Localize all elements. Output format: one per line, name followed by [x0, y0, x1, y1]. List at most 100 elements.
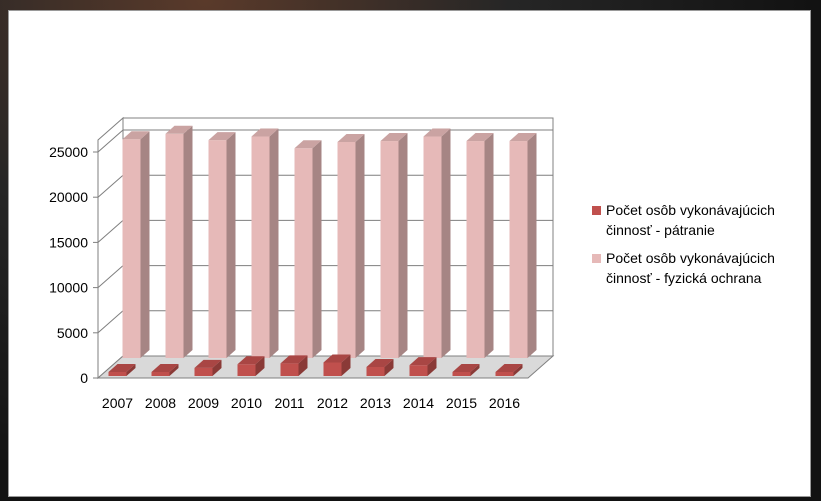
bar-front: [509, 141, 528, 358]
bar-fyzicka-ochrana-2012: [337, 133, 365, 358]
y-tick-label: 10000: [49, 280, 88, 296]
bar-top: [337, 133, 365, 142]
bar-front: [323, 362, 342, 376]
legend-swatch: [592, 254, 601, 263]
bar-front: [409, 365, 428, 376]
bar-top: [237, 356, 265, 365]
gridline: [97, 129, 553, 153]
bar-fyzicka-ochrana-2013: [380, 133, 408, 358]
bar-side: [255, 356, 265, 376]
bar-front: [423, 136, 442, 358]
bar-patranie-2012: [323, 354, 351, 376]
bar-side: [384, 358, 394, 376]
bar-top: [509, 133, 537, 142]
x-tick-label: 2008: [145, 395, 176, 411]
bar-top: [294, 140, 322, 149]
bar-top: [323, 354, 351, 363]
bar-side: [169, 364, 179, 376]
bar-side: [441, 128, 451, 358]
bar-top: [280, 355, 308, 364]
bar-front: [280, 363, 299, 376]
y-tick-label: 5000: [57, 325, 88, 341]
bar-front: [251, 136, 270, 358]
bars: [108, 125, 537, 376]
bar-top: [423, 128, 451, 137]
bar-patranie-2016: [495, 364, 523, 376]
legend-item: Počet osôb vykonávajúcich činnosť - pátra…: [592, 202, 775, 238]
bar-side: [470, 364, 480, 376]
bar-fyzicka-ochrana-2010: [251, 128, 279, 358]
x-tick-label: 2007: [102, 395, 133, 411]
bar-front: [208, 140, 227, 358]
bar-patranie-2011: [280, 355, 308, 376]
x-tick-label: 2016: [489, 395, 520, 411]
bar-front: [122, 139, 141, 358]
bar-front: [194, 367, 213, 376]
legend-item: Počet osôb vykonávajúcich činnosť - fyzic…: [592, 250, 775, 286]
bar-top: [151, 364, 179, 372]
bar-side: [513, 364, 523, 376]
bar-patranie-2010: [237, 356, 265, 376]
x-tick-label: 2015: [446, 395, 477, 411]
x-axis-ticks: 2007 2008 2009 2010 2011 2012 2013 2014 2015 2016: [102, 395, 520, 411]
bar-top: [122, 131, 150, 140]
x-tick-label: 2012: [317, 395, 348, 411]
bar-front: [366, 366, 385, 376]
bar-patranie-2015: [452, 364, 480, 376]
bar-side: [183, 125, 193, 358]
bar-front: [495, 372, 514, 376]
bar-side: [312, 140, 322, 358]
legend: Počet osôb vykonávajúcich činnosť - pátra…: [592, 202, 775, 286]
bar-top: [380, 133, 408, 142]
bar-patranie-2014: [409, 357, 437, 376]
bar-fyzicka-ochrana-2011: [294, 140, 322, 358]
bar-front: [165, 133, 184, 358]
bar-patranie-2013: [366, 358, 394, 376]
y-tick-label: 15000: [49, 234, 88, 250]
bar-front: [294, 148, 313, 358]
bar-fyzicka-ochrana-2009: [208, 132, 236, 358]
bar-side: [269, 128, 279, 358]
bar-patranie-2009: [194, 359, 222, 376]
bar-patranie-2007: [108, 364, 136, 376]
y-tick-label: 20000: [49, 189, 88, 205]
bar-fyzicka-ochrana-2014: [423, 128, 451, 358]
bar-top: [495, 364, 523, 372]
legend-label: Počet osôb vykonávajúcich: [606, 250, 775, 266]
y-tick-label: 0: [80, 370, 88, 386]
y-axis-ticks: 0 5000 10000 15000 20000 25000: [49, 144, 88, 386]
bar-top: [366, 358, 394, 367]
bar-side: [527, 133, 537, 358]
bar-top: [108, 364, 136, 372]
legend-label: činnosť - pátranie: [606, 222, 715, 238]
bar-side: [398, 133, 408, 358]
bar-front: [151, 372, 170, 376]
legend-label: Počet osôb vykonávajúcich: [606, 202, 775, 218]
bar-front: [452, 372, 471, 376]
bar-side: [298, 355, 308, 376]
bar-front: [337, 141, 356, 358]
bar-top: [409, 357, 437, 366]
bar-front: [380, 141, 399, 358]
legend-swatch: [592, 206, 601, 215]
bar-top: [452, 364, 480, 372]
y-tick-label: 25000: [49, 144, 88, 160]
bar-side: [126, 364, 136, 376]
bar-fyzicka-ochrana-2007: [122, 131, 150, 358]
x-tick-label: 2011: [274, 395, 304, 411]
side-wall: [97, 116, 124, 380]
bar-front: [237, 364, 256, 376]
bar-top: [251, 128, 279, 137]
x-tick-label: 2013: [360, 395, 391, 411]
bar-side: [355, 133, 365, 358]
x-tick-label: 2009: [188, 395, 219, 411]
bar-top: [165, 125, 193, 134]
x-tick-label: 2014: [403, 395, 434, 411]
legend-label: činnosť - fyzická ochrana: [606, 270, 762, 286]
bar-top: [208, 132, 236, 141]
bar-top: [194, 359, 222, 368]
bar-fyzicka-ochrana-2016: [509, 133, 537, 358]
bar-side: [140, 131, 150, 358]
bar-side: [484, 133, 494, 358]
